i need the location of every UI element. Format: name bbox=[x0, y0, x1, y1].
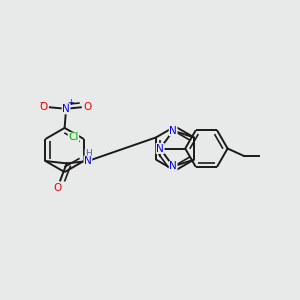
Text: +: + bbox=[67, 98, 74, 107]
Text: N: N bbox=[62, 104, 70, 114]
Text: N: N bbox=[156, 143, 164, 154]
Text: Cl: Cl bbox=[68, 133, 79, 142]
Text: N: N bbox=[169, 161, 177, 171]
Text: O: O bbox=[54, 183, 62, 193]
Text: N: N bbox=[84, 156, 92, 166]
Text: O: O bbox=[83, 102, 92, 112]
Text: H: H bbox=[85, 149, 92, 158]
Text: N: N bbox=[169, 126, 177, 136]
Text: O: O bbox=[39, 102, 47, 112]
Text: -: - bbox=[39, 97, 43, 107]
